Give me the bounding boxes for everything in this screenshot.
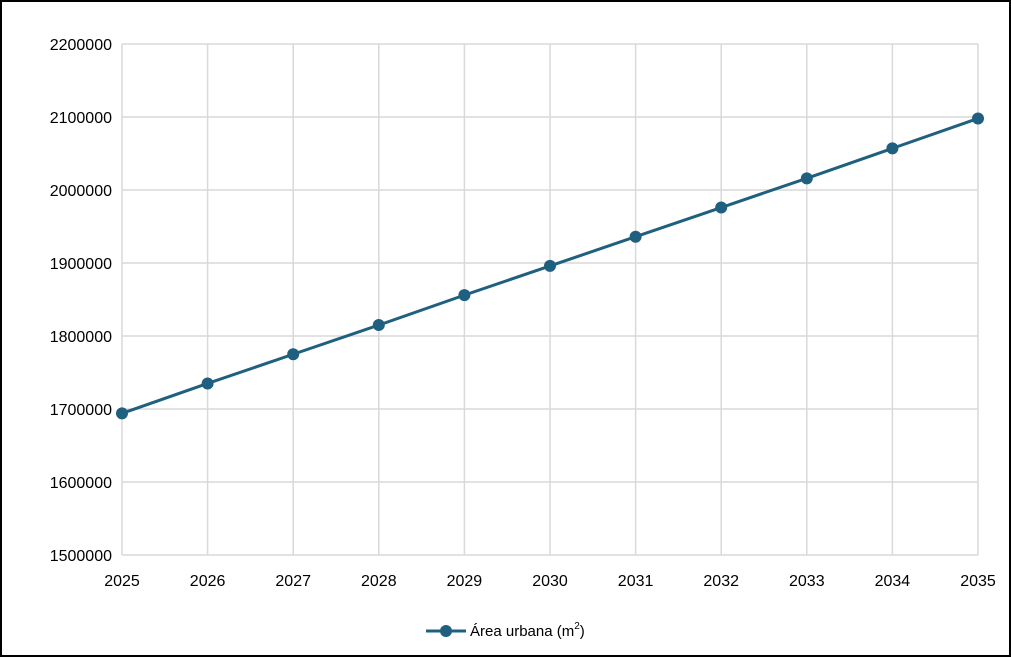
data-point	[116, 407, 128, 420]
data-point	[544, 259, 556, 272]
x-tick-label: 2032	[703, 573, 739, 590]
x-tick-label: 2025	[104, 573, 140, 590]
data-point	[715, 201, 728, 214]
data-point	[972, 112, 984, 125]
y-tick-label: 1500000	[50, 548, 112, 565]
x-tick-label: 2029	[447, 573, 483, 590]
legend-label-suffix: )	[580, 623, 585, 640]
x-tick-label: 2028	[361, 573, 397, 590]
y-tick-label: 2200000	[50, 37, 112, 54]
data-point	[800, 172, 813, 185]
y-tick-label: 2000000	[50, 183, 112, 200]
x-tick-label: 2035	[960, 573, 996, 590]
y-tick-label: 1700000	[50, 402, 112, 419]
legend: Área urbana (m2)	[426, 621, 585, 640]
x-tick-label: 2027	[275, 573, 311, 590]
y-tick-label: 1900000	[50, 256, 112, 273]
legend-label-main: Área urbana (m	[470, 623, 574, 640]
y-tick-label: 1600000	[50, 475, 112, 492]
data-point	[629, 230, 642, 243]
y-axis-tick-labels: 1500000 1600000 1700000 1800000 1900000 20000…	[50, 37, 112, 565]
x-tick-label: 2031	[618, 573, 654, 590]
x-tick-label: 2034	[875, 573, 911, 590]
data-point	[458, 289, 471, 302]
data-point	[287, 348, 300, 361]
x-tick-label: 2026	[190, 573, 226, 590]
data-point	[201, 377, 214, 390]
gridlines	[121, 43, 979, 556]
legend-label-superscript: 2	[574, 621, 580, 632]
legend-label: Área urbana (m2)	[470, 621, 585, 640]
data-point	[886, 142, 899, 155]
x-axis-tick-labels: 2025 2026 2027 2028 2029 2030 2031 2032 2033 2034…	[104, 573, 996, 590]
x-tick-label: 2033	[789, 573, 825, 590]
y-tick-label: 2100000	[50, 110, 112, 127]
data-point	[372, 319, 385, 332]
series-markers	[116, 112, 984, 420]
legend-marker-swatch	[440, 625, 452, 637]
y-tick-label: 1800000	[50, 329, 112, 346]
x-tick-label: 2030	[532, 573, 568, 590]
